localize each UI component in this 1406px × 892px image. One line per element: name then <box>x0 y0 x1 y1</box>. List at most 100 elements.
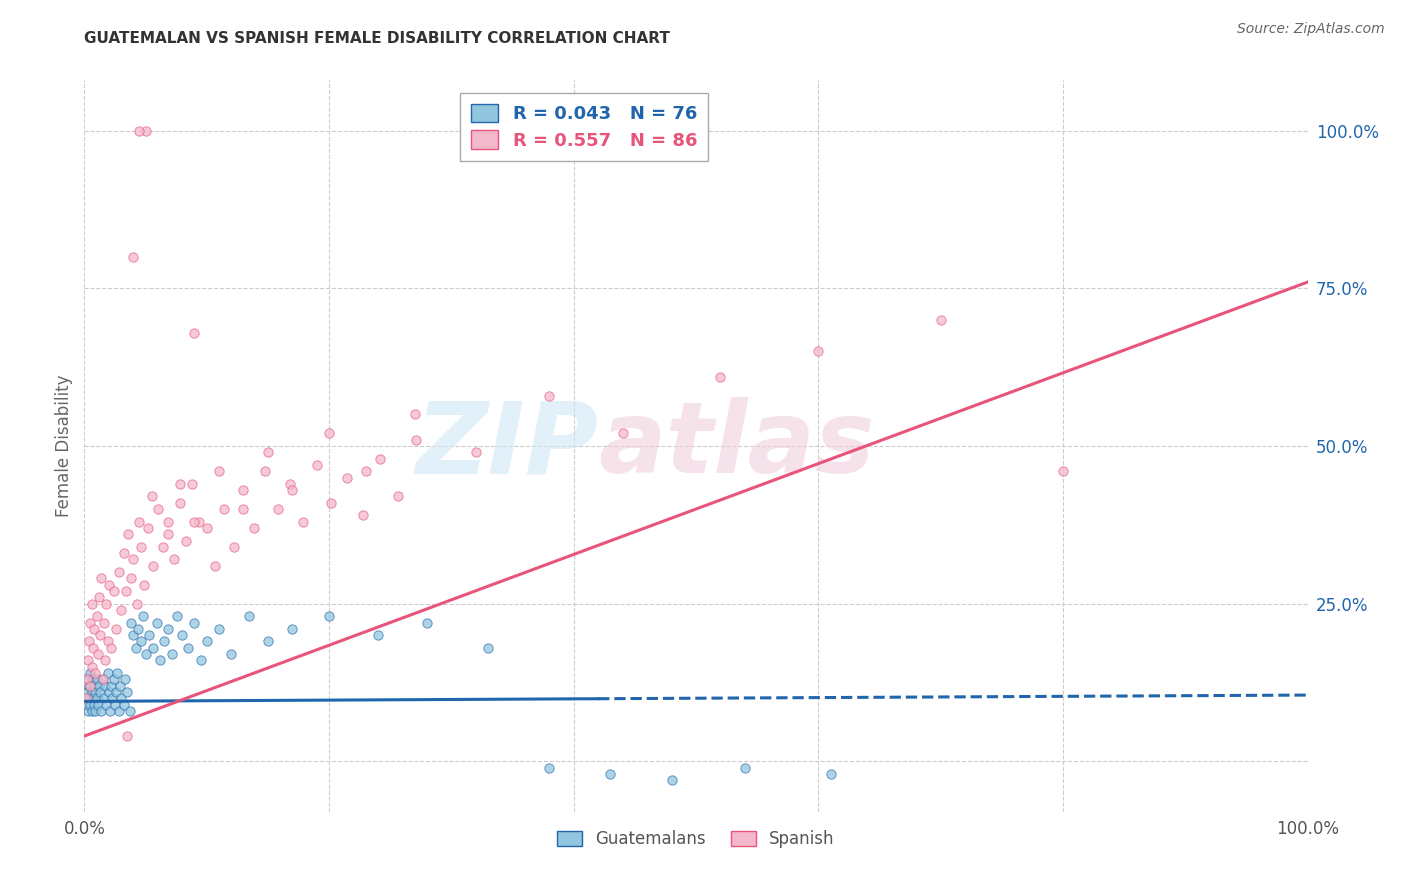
Point <box>103 673 125 687</box>
Point <box>709 369 731 384</box>
Point <box>77 704 100 718</box>
Point <box>83 698 105 712</box>
Point <box>87 698 110 712</box>
Point <box>97 578 120 592</box>
Point <box>318 609 340 624</box>
Point <box>929 313 952 327</box>
Y-axis label: Female Disability: Female Disability <box>55 375 73 517</box>
Point <box>538 388 561 402</box>
Point <box>183 615 205 630</box>
Point <box>177 640 200 655</box>
Point <box>77 653 100 667</box>
Point <box>96 597 118 611</box>
Text: atlas: atlas <box>598 398 875 494</box>
Point <box>142 640 165 655</box>
Point <box>321 496 343 510</box>
Point <box>387 490 409 504</box>
Point <box>153 634 176 648</box>
Point <box>163 552 186 566</box>
Point <box>292 515 315 529</box>
Point <box>166 609 188 624</box>
Point <box>97 665 120 680</box>
Point <box>405 433 427 447</box>
Point <box>79 679 101 693</box>
Point <box>305 458 328 472</box>
Point <box>128 515 150 529</box>
Point <box>90 704 112 718</box>
Point <box>118 704 141 718</box>
Point <box>120 615 142 630</box>
Point <box>83 679 105 693</box>
Point <box>734 761 756 775</box>
Point <box>156 527 179 541</box>
Point <box>254 464 277 478</box>
Point <box>82 640 104 655</box>
Point <box>238 609 260 624</box>
Point <box>129 540 152 554</box>
Point <box>219 647 242 661</box>
Point <box>336 470 359 484</box>
Point <box>188 515 211 529</box>
Point <box>94 653 117 667</box>
Point <box>135 124 157 138</box>
Point <box>80 597 103 611</box>
Point <box>156 515 179 529</box>
Point <box>110 603 132 617</box>
Point <box>93 691 115 706</box>
Point <box>84 665 107 680</box>
Point <box>83 622 105 636</box>
Point <box>807 344 830 359</box>
Text: ZIP: ZIP <box>415 398 598 494</box>
Point <box>77 634 100 648</box>
Point <box>820 767 842 781</box>
Point <box>79 665 101 680</box>
Point <box>104 698 127 712</box>
Point <box>538 761 561 775</box>
Point <box>135 647 157 661</box>
Point <box>181 476 204 491</box>
Point <box>84 704 107 718</box>
Point <box>80 685 103 699</box>
Point <box>172 628 194 642</box>
Point <box>96 698 118 712</box>
Point <box>94 679 117 693</box>
Point <box>97 634 120 648</box>
Point <box>108 679 131 693</box>
Point <box>86 673 108 687</box>
Point <box>142 558 165 573</box>
Point <box>281 483 304 497</box>
Point <box>183 515 205 529</box>
Point <box>100 679 122 693</box>
Point <box>145 615 167 630</box>
Point <box>195 521 218 535</box>
Point <box>89 685 111 699</box>
Point <box>86 691 108 706</box>
Point <box>112 698 135 712</box>
Point <box>80 659 103 673</box>
Point <box>120 571 142 585</box>
Point <box>138 628 160 642</box>
Point <box>122 552 145 566</box>
Point <box>110 691 132 706</box>
Point <box>278 476 301 491</box>
Point <box>122 628 145 642</box>
Point <box>352 508 374 523</box>
Point <box>115 729 138 743</box>
Point <box>661 773 683 788</box>
Point <box>82 691 104 706</box>
Point <box>77 679 100 693</box>
Point <box>146 502 169 516</box>
Point <box>169 496 191 510</box>
Point <box>97 685 120 699</box>
Point <box>195 634 218 648</box>
Point <box>115 584 138 599</box>
Text: GUATEMALAN VS SPANISH FEMALE DISABILITY CORRELATION CHART: GUATEMALAN VS SPANISH FEMALE DISABILITY … <box>84 31 671 46</box>
Point <box>416 615 439 630</box>
Point <box>257 445 280 459</box>
Point <box>354 464 377 478</box>
Point <box>87 679 110 693</box>
Point <box>82 673 104 687</box>
Point <box>174 533 197 548</box>
Point <box>75 691 97 706</box>
Point <box>204 558 226 573</box>
